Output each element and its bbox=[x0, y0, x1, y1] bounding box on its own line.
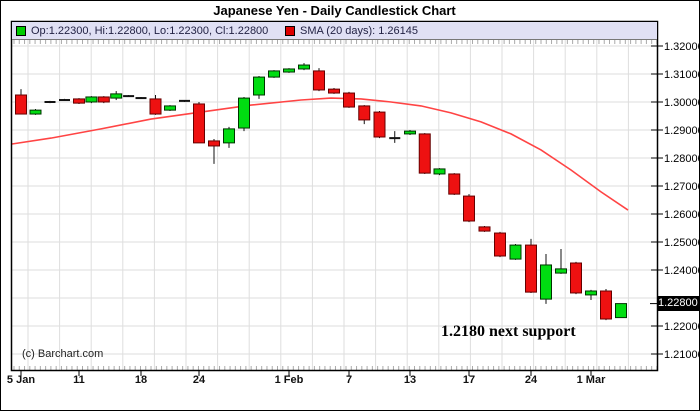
candle-doji bbox=[44, 101, 56, 103]
x-axis-label: 11 bbox=[73, 374, 85, 386]
plot-border bbox=[10, 20, 659, 372]
x-axis-label: 1 Feb bbox=[275, 374, 304, 386]
candle-up bbox=[540, 264, 552, 300]
legend-item-sma: SMA (20 days): 1.26145 bbox=[285, 22, 418, 39]
candle-down bbox=[373, 111, 386, 138]
candle-up bbox=[268, 70, 280, 78]
candle-down bbox=[494, 232, 506, 257]
candle-up bbox=[433, 168, 446, 175]
candle-up bbox=[555, 268, 567, 274]
candle-down bbox=[149, 98, 162, 115]
x-axis-label: 17 bbox=[463, 374, 475, 386]
x-axis-label: 7 bbox=[346, 374, 352, 386]
candle-doji bbox=[59, 99, 70, 102]
y-axis-label: 1.22000 bbox=[664, 321, 700, 333]
candle-up bbox=[585, 290, 597, 296]
y-axis-label: 1.27000 bbox=[664, 181, 700, 193]
x-axis-label: 5 Jan bbox=[7, 374, 35, 386]
candle-down bbox=[193, 103, 205, 144]
candle-down bbox=[358, 105, 371, 121]
y-axis-label: 1.26000 bbox=[664, 209, 700, 221]
legend-item-ohlc: Op:1.22300, Hi:1.22800, Lo:1.22300, Cl:1… bbox=[16, 22, 268, 39]
sma-line bbox=[11, 97, 629, 211]
candle-down bbox=[570, 262, 582, 294]
ohlc-swatch-icon bbox=[16, 25, 26, 36]
candle-up bbox=[404, 130, 416, 135]
y-axis-label: 1.21000 bbox=[664, 349, 700, 361]
y-axis-label: 1.25000 bbox=[664, 237, 700, 249]
candle-down bbox=[313, 70, 325, 91]
x-axis-label: 13 bbox=[404, 374, 416, 386]
candle-up bbox=[253, 76, 265, 96]
chart-title: Japanese Yen - Daily Candlestick Chart bbox=[213, 3, 456, 18]
candle-down bbox=[343, 92, 355, 108]
candle-up bbox=[615, 303, 627, 319]
candle-up bbox=[509, 244, 522, 260]
candle-down bbox=[328, 88, 340, 94]
sma-legend-label: SMA (20 days): 1.26145 bbox=[300, 24, 419, 37]
candle-doji bbox=[135, 97, 147, 100]
y-axis-label: 1.31000 bbox=[664, 69, 700, 81]
sma-swatch-icon bbox=[285, 25, 295, 36]
candle-doji bbox=[179, 99, 190, 102]
legend-bar: Op:1.22300, Hi:1.22800, Lo:1.22300, Cl:1… bbox=[12, 22, 657, 40]
candle-down bbox=[600, 290, 612, 320]
x-axis-label: 18 bbox=[135, 374, 147, 386]
y-axis-label: 1.24000 bbox=[664, 265, 700, 277]
candle-doji bbox=[389, 137, 401, 140]
candle-down bbox=[525, 244, 537, 293]
candle-down bbox=[15, 94, 27, 115]
candle-up bbox=[85, 96, 98, 103]
candle-up bbox=[238, 97, 250, 129]
y-axis-label: 1.32000 bbox=[664, 41, 700, 53]
candle-up bbox=[283, 68, 295, 73]
last-price-label: 1.22800 bbox=[657, 296, 699, 311]
candle-up bbox=[223, 128, 235, 144]
candle-up bbox=[110, 93, 123, 99]
candle-doji bbox=[123, 95, 135, 98]
candle-down bbox=[448, 173, 461, 195]
x-axis-label: 24 bbox=[525, 374, 538, 386]
x-axis-label: 24 bbox=[193, 374, 206, 386]
candle-up bbox=[29, 109, 42, 115]
candle-down bbox=[73, 98, 85, 104]
support-annotation: 1.2180 next support bbox=[441, 323, 576, 340]
candle-down bbox=[478, 226, 491, 232]
x-axis-label: 1 Mar bbox=[577, 374, 606, 386]
candle-down bbox=[463, 195, 475, 222]
candle-down bbox=[418, 133, 431, 174]
candle-up bbox=[164, 105, 176, 111]
y-axis-label: 1.28000 bbox=[664, 153, 700, 165]
candle-down bbox=[208, 140, 220, 147]
candle-up bbox=[298, 64, 310, 70]
copyright-label: (c) Barchart.com bbox=[22, 348, 104, 360]
y-axis-label: 1.30000 bbox=[664, 97, 700, 109]
y-axis-label: 1.29000 bbox=[664, 125, 700, 137]
ohlc-legend-label: Op:1.22300, Hi:1.22800, Lo:1.22300, Cl:1… bbox=[31, 24, 269, 37]
candle-down bbox=[97, 96, 110, 103]
